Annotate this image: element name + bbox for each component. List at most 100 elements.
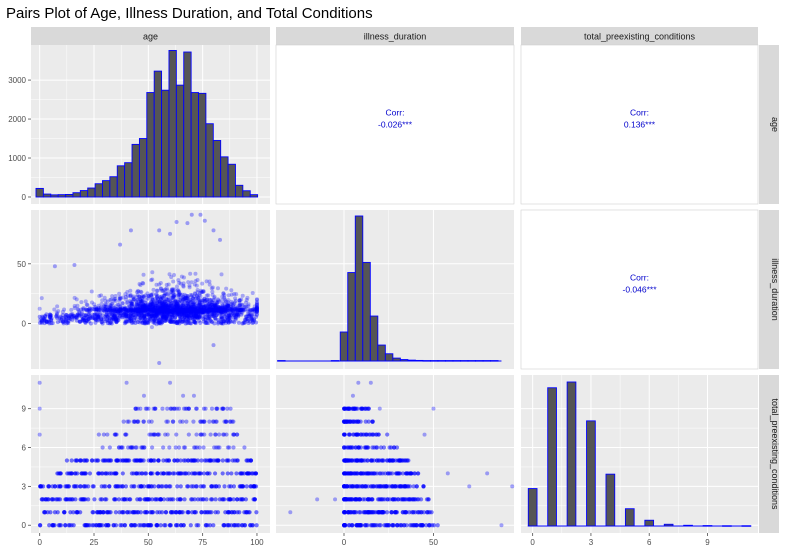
scatter-point — [94, 306, 99, 311]
scatter-point — [360, 484, 365, 489]
scatter-point — [161, 293, 166, 298]
scatter-point — [120, 458, 125, 463]
scatter-point — [153, 303, 158, 308]
scatter-point — [208, 305, 213, 310]
scatter-point — [101, 484, 107, 489]
scatter-point — [78, 497, 83, 502]
scatter-point — [222, 307, 227, 312]
scatter-point — [182, 308, 187, 313]
scatter-point — [120, 306, 125, 311]
scatter-point — [237, 305, 242, 310]
scatter-point — [89, 458, 95, 463]
scatter-point — [141, 304, 146, 309]
scatter-point — [191, 307, 196, 312]
scatter-point — [79, 314, 84, 319]
scatter-point — [120, 497, 125, 502]
scatter-point — [181, 310, 186, 315]
scatter-point — [199, 300, 204, 305]
scatter-point — [211, 303, 216, 308]
scatter-point — [103, 319, 108, 324]
scatter-point — [137, 297, 142, 302]
scatter-point — [178, 298, 183, 303]
scatter-point — [186, 315, 191, 320]
scatter-point — [202, 510, 207, 515]
scatter-point — [254, 310, 259, 315]
scatter-point — [238, 302, 243, 307]
scatter-point — [222, 484, 227, 489]
scatter-point — [227, 445, 232, 450]
scatter-point — [105, 307, 110, 312]
scatter-point — [181, 281, 186, 286]
scatter-point — [124, 497, 130, 502]
scatter-point — [209, 302, 214, 307]
strip-labels: ageageillness_durationillness_durationto… — [31, 27, 780, 533]
scatter-point — [169, 301, 174, 306]
scatter-point — [210, 312, 215, 317]
scatter-point — [117, 308, 122, 313]
scatter-point — [186, 308, 191, 313]
scatter-point — [232, 292, 237, 297]
scatter-point — [180, 307, 185, 312]
scatter-point — [46, 497, 51, 502]
scatter-point — [135, 302, 140, 307]
scatter-point — [119, 307, 124, 312]
scatter-point — [352, 510, 357, 515]
scatter-point — [204, 309, 209, 314]
scatter-point — [237, 298, 242, 303]
scatter-point — [234, 432, 240, 437]
scatter-point — [196, 312, 201, 317]
scatter-point — [371, 458, 377, 463]
scatter-point — [198, 419, 203, 424]
scatter-point — [430, 523, 435, 528]
scatter-point — [78, 458, 84, 463]
scatter-point — [139, 299, 144, 304]
scatter-point — [158, 295, 163, 300]
strip-right-label-age: age — [770, 117, 780, 132]
scatter-point — [377, 406, 382, 411]
scatter-point — [149, 325, 154, 330]
scatter-point — [174, 284, 179, 289]
scatter-point — [134, 299, 139, 304]
scatter-point — [173, 305, 178, 310]
scatter-point — [205, 310, 210, 315]
histogram-bar — [109, 176, 118, 198]
scatter-point — [233, 312, 238, 317]
scatter-point — [53, 497, 59, 502]
scatter-point — [191, 319, 196, 324]
scatter-point — [44, 312, 49, 317]
scatter-point — [68, 497, 73, 502]
strip-top-label-illness_duration: illness_duration — [364, 32, 427, 42]
scatter-point — [115, 484, 120, 489]
scatter-point — [244, 304, 249, 309]
x-tick-label: 25 — [90, 538, 99, 547]
scatter-point — [164, 302, 169, 307]
scatter-point — [220, 305, 225, 310]
scatter-point — [151, 309, 156, 314]
scatter-point — [229, 510, 234, 515]
scatter-point — [120, 313, 125, 318]
scatter-point — [159, 307, 164, 312]
scatter-point — [142, 303, 147, 308]
scatter-point — [96, 305, 101, 310]
scatter-point — [189, 310, 194, 315]
scatter-point — [229, 306, 234, 311]
scatter-point — [207, 471, 212, 476]
histogram-bar — [94, 183, 103, 198]
histogram-bar — [235, 184, 244, 198]
scatter-point — [231, 309, 236, 314]
scatter-point — [200, 310, 205, 315]
scatter-point — [168, 299, 173, 304]
scatter-point — [241, 307, 246, 312]
scatter-point — [203, 406, 208, 411]
scatter-point — [343, 406, 348, 411]
scatter-point — [198, 309, 203, 314]
scatter-point — [129, 301, 134, 306]
scatter-point — [198, 306, 203, 311]
scatter-point — [164, 419, 169, 424]
y-tick-label: 3000 — [8, 76, 26, 85]
scatter-point — [435, 523, 440, 528]
histogram-bar — [87, 187, 96, 198]
scatter-point — [228, 307, 233, 312]
scatter-point — [198, 304, 203, 309]
scatter-point — [180, 297, 185, 302]
